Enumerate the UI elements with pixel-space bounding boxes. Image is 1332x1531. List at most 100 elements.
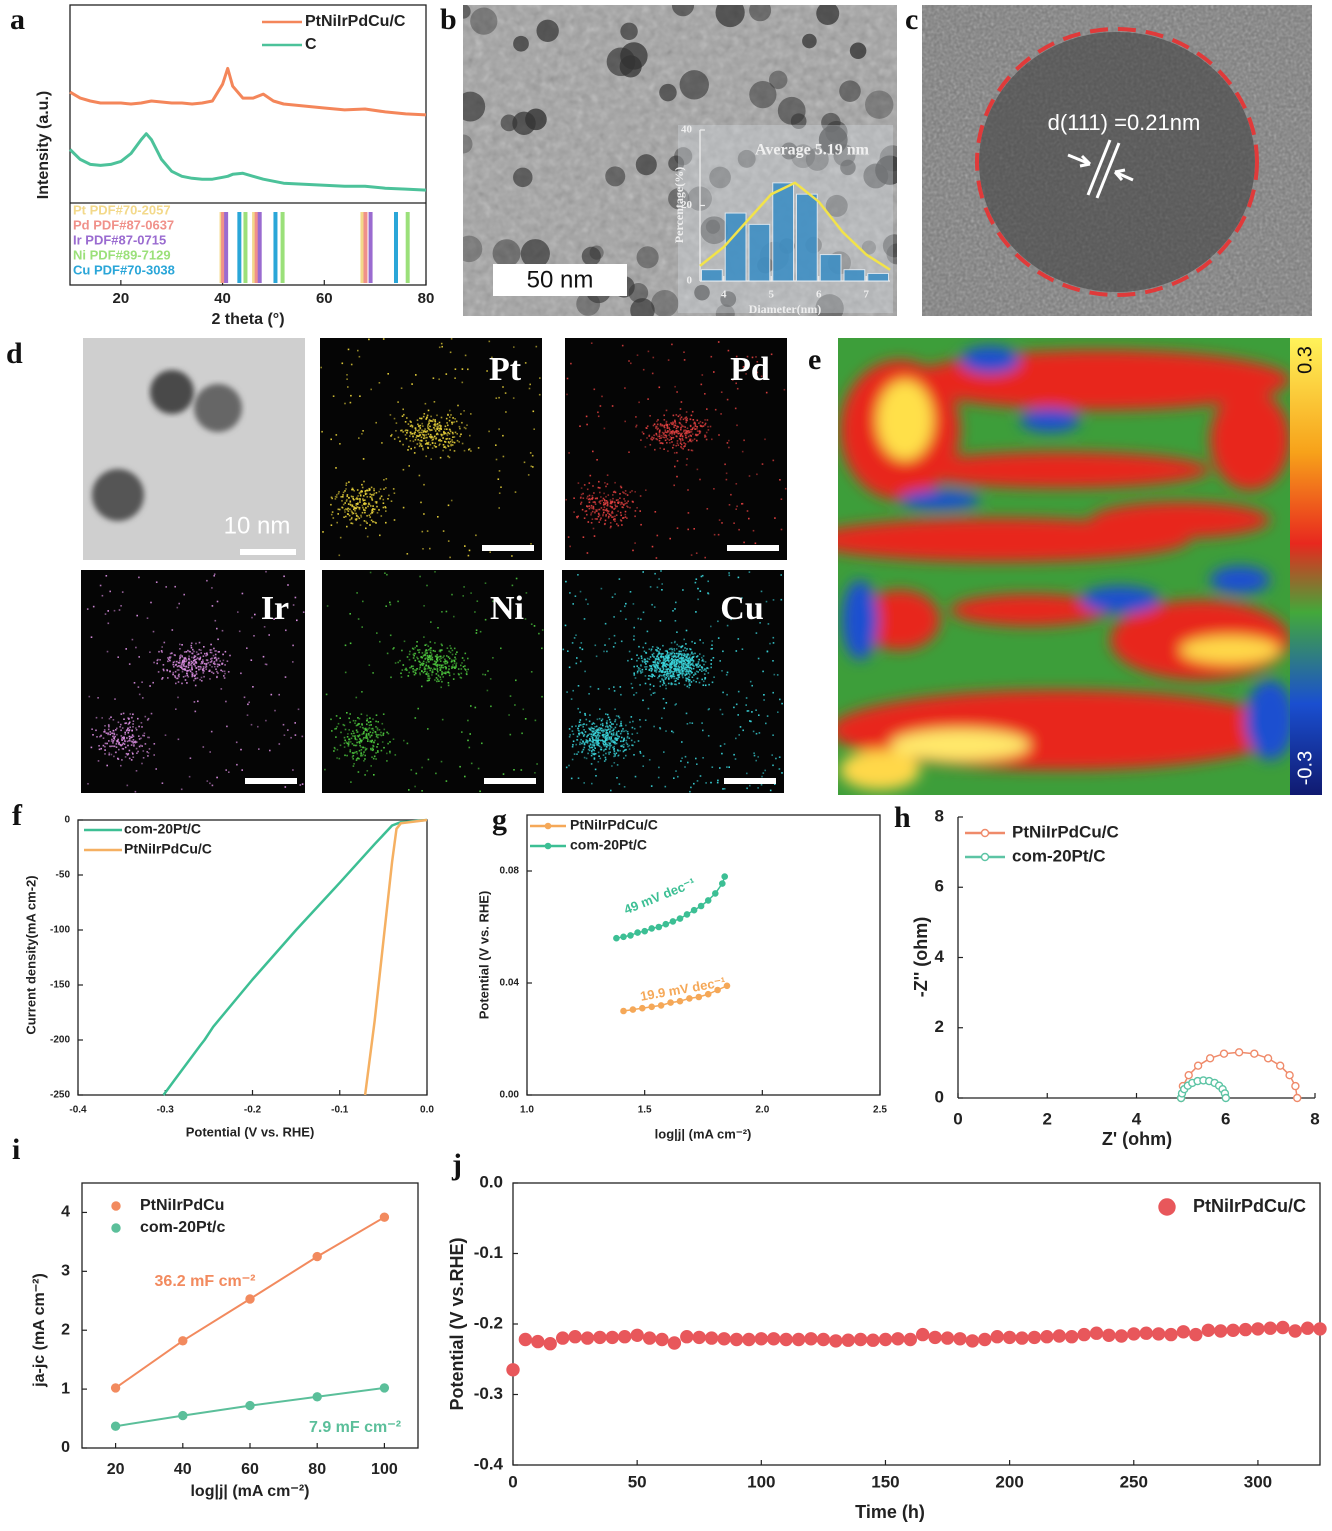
eds-dot bbox=[410, 424, 413, 427]
eds-dot bbox=[677, 665, 680, 667]
eds-dot bbox=[427, 425, 429, 428]
eds-dot bbox=[667, 656, 669, 659]
eds-dot bbox=[374, 731, 377, 733]
eds-dot bbox=[273, 618, 275, 620]
eds-dot bbox=[350, 495, 353, 497]
eds-dot bbox=[681, 653, 683, 655]
eds-dot bbox=[672, 655, 674, 658]
eds-dot bbox=[439, 666, 441, 669]
eds-dot bbox=[375, 758, 377, 760]
eds-dot bbox=[161, 651, 163, 653]
data-point bbox=[620, 1007, 627, 1015]
y-tick-label: 2 bbox=[61, 1321, 70, 1338]
eds-dot bbox=[588, 505, 590, 507]
eds-dot bbox=[365, 527, 367, 530]
eds-dot bbox=[631, 744, 633, 746]
eds-dot bbox=[419, 575, 421, 578]
eds-dot bbox=[595, 742, 597, 744]
eds-dot bbox=[456, 433, 458, 435]
eds-dot bbox=[379, 733, 381, 736]
reference-label: Pt PDF#70-2057 bbox=[73, 202, 171, 217]
eds-dot bbox=[721, 713, 724, 716]
eds-dot bbox=[512, 397, 515, 399]
eds-dot bbox=[628, 737, 631, 739]
eds-dot bbox=[753, 754, 756, 757]
eds-dot bbox=[410, 666, 412, 669]
eds-dot bbox=[121, 727, 124, 729]
eds-dot bbox=[443, 433, 445, 435]
eds-dot bbox=[673, 424, 675, 427]
eds-dot bbox=[181, 660, 184, 663]
eds-dot bbox=[686, 427, 689, 430]
eds-dot bbox=[701, 656, 703, 659]
eds-dot bbox=[369, 571, 372, 574]
eds-dot bbox=[123, 739, 126, 742]
eds-dot bbox=[361, 626, 363, 628]
particle bbox=[513, 167, 533, 188]
eds-dot bbox=[725, 605, 728, 607]
legend-label: PtNiIrPdCu/C bbox=[305, 13, 406, 30]
eds-dot bbox=[441, 670, 443, 673]
eds-dot bbox=[675, 652, 678, 655]
y-tick-label: 0.08 bbox=[500, 866, 520, 877]
particle bbox=[470, 7, 498, 35]
eds-dot bbox=[463, 659, 465, 662]
eds-dot bbox=[147, 736, 149, 739]
eds-dot bbox=[633, 638, 635, 641]
eds-dot bbox=[664, 663, 667, 665]
x-tick-label: 250 bbox=[1120, 1472, 1148, 1491]
eds-dot bbox=[650, 648, 653, 651]
eds-dot bbox=[371, 511, 373, 513]
eds-dot bbox=[370, 734, 373, 737]
eds-dot bbox=[616, 737, 619, 740]
eds-dot bbox=[595, 741, 598, 743]
eds-dot bbox=[498, 396, 500, 399]
eds-dot bbox=[365, 502, 367, 505]
eds-dot bbox=[186, 674, 189, 677]
eds-dot bbox=[614, 642, 617, 644]
eds-dot bbox=[124, 731, 126, 734]
eds-dot bbox=[582, 740, 584, 742]
eds-dot bbox=[678, 661, 680, 663]
eds-dot bbox=[618, 578, 621, 580]
strain-map bbox=[838, 338, 1290, 795]
eds-dot bbox=[690, 414, 693, 417]
eds-dot bbox=[105, 575, 108, 577]
y-tick-label: 0.04 bbox=[500, 978, 520, 989]
eds-dot bbox=[467, 739, 469, 742]
eds-dot bbox=[380, 495, 383, 497]
eds-dot bbox=[689, 722, 691, 724]
eds-dot bbox=[201, 661, 203, 663]
scale-bar-label: 10 nm bbox=[224, 512, 291, 539]
eds-dot bbox=[640, 664, 642, 666]
eds-dot bbox=[183, 659, 185, 661]
eds-dot bbox=[183, 660, 186, 662]
eds-dot bbox=[602, 508, 605, 511]
eds-dot bbox=[379, 496, 382, 499]
data-point bbox=[618, 1329, 632, 1344]
eds-dot bbox=[462, 665, 465, 668]
eds-dot bbox=[614, 755, 616, 757]
particle bbox=[825, 194, 848, 217]
eds-dot bbox=[362, 746, 364, 749]
eds-dot bbox=[711, 438, 713, 441]
eds-dot bbox=[673, 662, 676, 664]
eds-dot bbox=[460, 672, 463, 675]
eds-dot bbox=[155, 581, 158, 583]
eds-dot bbox=[655, 669, 657, 672]
eds-dot bbox=[464, 668, 466, 670]
data-point bbox=[712, 890, 719, 897]
eds-dot bbox=[582, 735, 585, 737]
eds-dot bbox=[434, 430, 437, 432]
eds-dot bbox=[431, 656, 434, 659]
eds-dot bbox=[680, 433, 683, 436]
eds-dot bbox=[352, 730, 354, 732]
eds-dot bbox=[402, 468, 405, 471]
eds-dot bbox=[694, 672, 696, 674]
eds-dot bbox=[596, 731, 599, 734]
eds-dot bbox=[351, 488, 353, 491]
eds-dot bbox=[572, 689, 574, 692]
eds-dot bbox=[668, 660, 670, 663]
eds-dot bbox=[354, 722, 356, 724]
eds-dot bbox=[630, 739, 633, 742]
